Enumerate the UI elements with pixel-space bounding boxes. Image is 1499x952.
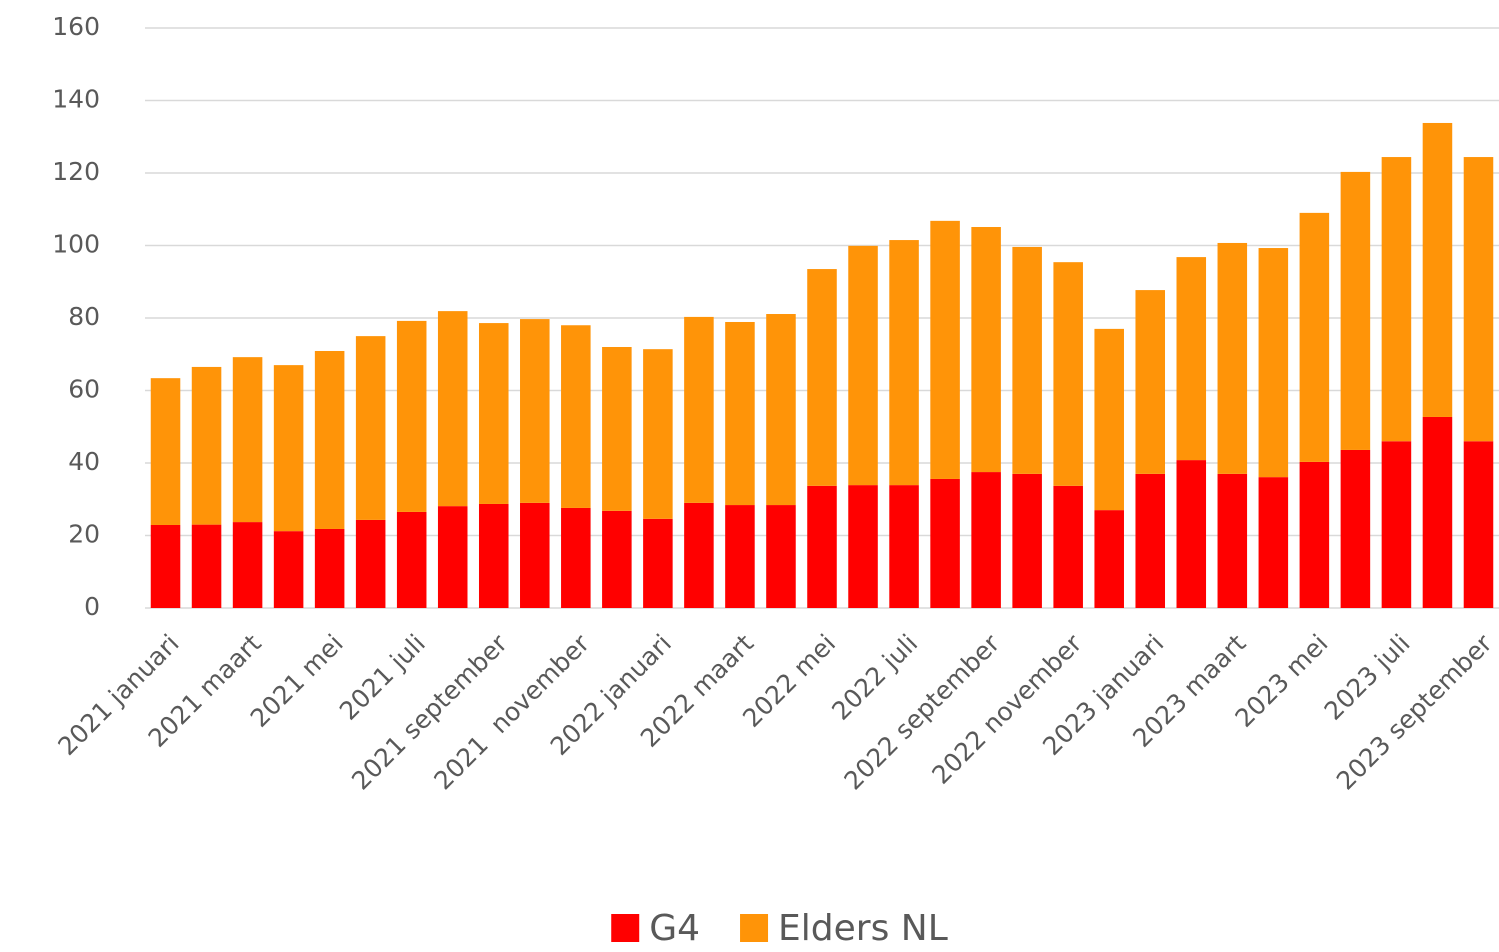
x-tick-label: 2022 november [926, 628, 1088, 790]
bar-segment [848, 485, 878, 608]
bar-segment [232, 522, 263, 608]
bar-segment [643, 349, 673, 519]
bar-segment [766, 505, 796, 608]
bar-segment [684, 502, 714, 608]
bar-segment [971, 227, 1001, 473]
bar-segment [1012, 473, 1042, 608]
bar-segment [437, 506, 468, 608]
bar-segment [602, 347, 632, 511]
bar-segment [1135, 473, 1166, 608]
bar-segment [930, 478, 960, 608]
bar-segment [602, 510, 632, 608]
bar-segment [1053, 262, 1083, 486]
bar-segment [1053, 485, 1083, 608]
bar-segment [1381, 441, 1412, 608]
bar-segment [930, 220, 960, 479]
bar-segment [848, 245, 878, 486]
y-tick-label: 60 [68, 375, 100, 404]
legend-swatch [740, 914, 769, 942]
bar-segment [396, 511, 427, 608]
x-tick-label: 2021 september [346, 628, 513, 795]
y-tick-label: 160 [52, 12, 100, 41]
bar-segment [725, 505, 755, 608]
bar-segment [314, 350, 345, 529]
bar-segment [684, 316, 714, 503]
bar-segment [1012, 246, 1042, 474]
bar-segment [1463, 441, 1494, 608]
bar-segment [1217, 473, 1248, 608]
bar-segment [478, 323, 509, 504]
bar-segment [191, 366, 222, 525]
y-tick-label: 120 [52, 157, 100, 186]
bar-segment [807, 269, 837, 486]
bar-segment [478, 503, 509, 608]
bar-segment [1422, 416, 1453, 608]
bar-segment [971, 472, 1001, 608]
bar-segment [273, 365, 304, 532]
bar-segment [1135, 290, 1166, 474]
x-tick-label: 2022 september [838, 628, 1005, 795]
bar-segment [1094, 510, 1124, 608]
bar-segment [520, 502, 550, 608]
bar-segment [1094, 328, 1124, 511]
bar-segment [355, 336, 386, 520]
bar-segment [807, 485, 837, 608]
bar-segment [150, 524, 181, 608]
bar-segment [1463, 157, 1494, 442]
x-tick-label: 2023 september [1331, 628, 1498, 795]
bar-segment [561, 507, 591, 608]
bar-segment [396, 320, 427, 512]
bar-segment [725, 321, 755, 506]
bar-segment [889, 485, 919, 608]
bar-segment [273, 531, 304, 608]
bar-segment [1340, 171, 1371, 450]
bar-segment [766, 314, 796, 506]
bar-segment [1217, 242, 1248, 474]
bar-segment [1422, 122, 1453, 417]
bar-segment [520, 319, 550, 503]
bar-segment [643, 518, 673, 608]
legend-label: Elders NL [778, 908, 948, 949]
bar-segment [1299, 461, 1330, 608]
y-tick-label: 80 [68, 302, 100, 331]
bar-segment [1381, 157, 1412, 442]
y-tick-label: 140 [52, 85, 100, 114]
bar-segment [437, 311, 468, 507]
y-tick-label: 0 [84, 592, 100, 621]
y-tick-label: 100 [52, 230, 100, 259]
bar-segment [191, 524, 222, 608]
bar-segment [1258, 248, 1289, 478]
x-tick-label: 2021 november [428, 628, 595, 795]
bar-segment [355, 519, 386, 608]
bar-segment [1176, 257, 1207, 461]
bar-segment [889, 240, 919, 486]
bar-segment [1299, 212, 1330, 462]
y-tick-label: 20 [68, 520, 100, 549]
bar-segment [1176, 460, 1207, 608]
bar-segment [1258, 477, 1289, 608]
legend-label: G4 [649, 908, 700, 949]
bar-segment [314, 528, 345, 608]
y-tick-label: 40 [68, 447, 100, 476]
bar-segment [232, 357, 263, 523]
bar-segment [561, 325, 591, 508]
bar-segment [1340, 449, 1371, 608]
legend-swatch [611, 914, 640, 942]
bar-segment [150, 378, 181, 525]
